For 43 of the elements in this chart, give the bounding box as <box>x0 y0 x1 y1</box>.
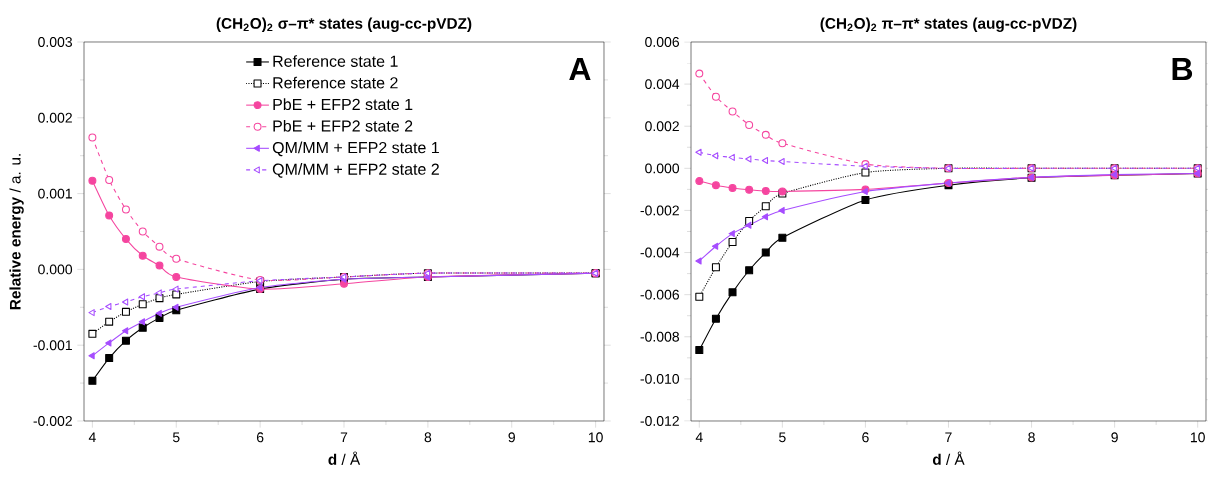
y-tick-label: -0.002 <box>640 205 679 216</box>
y-tick-label: 0.003 <box>38 37 73 47</box>
y-tick-label: 0.006 <box>645 37 680 47</box>
x-tick-label: 7 <box>340 432 348 442</box>
y-tick-label: 0.001 <box>38 188 72 199</box>
y-tick-label: 0.004 <box>645 79 680 90</box>
x-tick-label: 4 <box>695 432 703 442</box>
x-tick-label: 6 <box>862 432 869 443</box>
legend-label: Reference state 2 <box>273 76 398 89</box>
y-tick-label: 0.000 <box>38 264 73 275</box>
y-tick-label: -0.001 <box>33 340 72 351</box>
legend-label: Reference state 1 <box>273 55 398 67</box>
y-tick-label: -0.010 <box>640 373 680 384</box>
y-tick-label: -0.012 <box>640 416 679 426</box>
legend-label: QM/MM + EFP2 state 2 <box>272 163 439 178</box>
y-tick-label: 0.002 <box>645 121 679 132</box>
y-tick-label: -0.004 <box>640 247 680 258</box>
x-axis-title: d / Å <box>328 451 361 465</box>
x-tick-label: 8 <box>1028 432 1035 443</box>
x-tick-label: 6 <box>256 432 264 443</box>
x-tick-label: 10 <box>588 432 603 443</box>
y-tick-label: 0.002 <box>38 112 72 123</box>
y-tick-label: -0.006 <box>640 289 680 300</box>
y-tick-label: -0.002 <box>33 416 72 426</box>
chart-title: (CH$_{2}$O)$_{2}$ π–π* states (aug-cc-pVDZ) <box>820 17 1077 32</box>
legend-label: PbE + EFP2 state 1 <box>273 98 413 111</box>
y-tick-label: 0.000 <box>645 163 680 174</box>
y-tick-label: -0.008 <box>640 331 680 342</box>
y-axis-title: Relative energy / a. u. <box>9 154 24 310</box>
x-tick-label: 5 <box>172 432 180 443</box>
legend-label: PbE + EFP2 state 2 <box>273 119 413 132</box>
legend-label: QM/MM + EFP2 state 1 <box>272 141 439 157</box>
x-axis-title: d / Å <box>932 451 965 465</box>
x-tick-label: 9 <box>508 432 515 443</box>
x-tick-label: 9 <box>1111 432 1118 443</box>
annotation: A <box>569 58 591 81</box>
x-tick-label: 10 <box>1190 432 1205 443</box>
x-tick-label: 8 <box>424 432 432 443</box>
annotation: B <box>1172 58 1193 81</box>
x-tick-label: 4 <box>88 432 96 442</box>
x-tick-label: 5 <box>779 432 786 443</box>
x-tick-label: 7 <box>945 432 952 442</box>
chart-title: (CH$_{2}$O)$_{2}$ σ–π* states (aug-cc-pVDZ) <box>216 17 472 32</box>
